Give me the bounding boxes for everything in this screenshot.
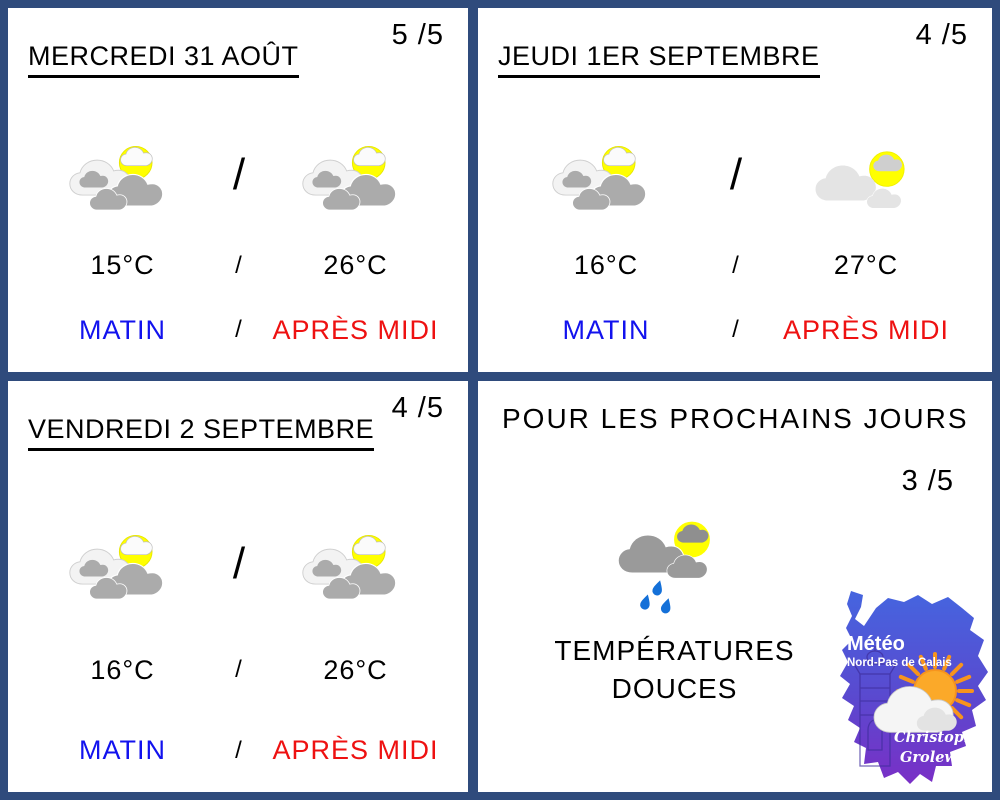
slash-separator: /: [235, 316, 243, 344]
afternoon-label: APRÈS MIDI: [272, 735, 439, 765]
slash-separator: /: [232, 150, 246, 200]
slash-separator: /: [729, 150, 743, 200]
forecast-grid: MERCREDI 31 AOÛT 5 /5 / 15°C / 26°C MATI…: [8, 8, 992, 792]
outlook-text-line2: DOUCES: [611, 672, 738, 704]
icon-row: /: [28, 134, 450, 216]
forecast-card-thursday: JEUDI 1ER SEPTEMBRE 4 /5 / 16°C / 27°C M…: [478, 8, 992, 372]
slash-separator: /: [235, 251, 243, 279]
confidence-score: 3 /5: [901, 465, 954, 498]
sun-behind-clouds-icon: [64, 136, 182, 214]
afternoon-temp: 26°C: [323, 654, 388, 685]
temperature-row: 16°C / 26°C: [28, 655, 450, 686]
sun-behind-clouds-icon: [64, 525, 182, 603]
day-title: JEUDI 1ER SEPTEMBRE: [498, 42, 820, 79]
outlook-text-line1: TEMPÉRATURES: [554, 635, 795, 667]
sun-with-light-clouds-icon: [807, 136, 925, 214]
forecast-card-wednesday: MERCREDI 31 AOÛT 5 /5 / 15°C / 26°C MATI…: [8, 8, 468, 372]
confidence-score: 4 /5: [915, 19, 968, 51]
morning-temp: 15°C: [90, 250, 155, 281]
morning-label: MATIN: [79, 735, 166, 765]
morning-label: MATIN: [562, 314, 650, 345]
afternoon-temp: 26°C: [323, 250, 388, 281]
afternoon-label: APRÈS MIDI: [272, 314, 439, 345]
icon-row: /: [498, 134, 974, 216]
outlook-card: POUR LES PROCHAINS JOURS 3 /5 TEMPÉRATUR…: [478, 381, 992, 792]
outlook-title: POUR LES PROCHAINS JOURS: [502, 403, 969, 434]
day-title: VENDREDI 2 SEPTEMBRE: [28, 415, 375, 452]
icon-row: /: [28, 523, 450, 605]
period-label-row: MATIN / APRÈS MIDI: [498, 315, 974, 346]
slash-separator: /: [235, 736, 243, 764]
morning-temp: 16°C: [90, 654, 155, 685]
forecast-card-friday: VENDREDI 2 SEPTEMBRE 4 /5 / 16°C / 26°C …: [8, 381, 468, 792]
afternoon-temp: 27°C: [833, 250, 899, 281]
card-header: MERCREDI 31 AOÛT 5 /5: [28, 19, 450, 101]
slash-separator: /: [732, 251, 740, 279]
region-map: Météo Nord-Pas de Calais Christopher Gro…: [840, 591, 990, 784]
slash-separator: /: [232, 539, 246, 588]
slash-separator: /: [235, 656, 243, 683]
confidence-score: 4 /5: [391, 392, 444, 424]
morning-label: MATIN: [79, 314, 166, 345]
outlook-text: TEMPÉRATURES DOUCES: [554, 632, 794, 708]
period-label-row: MATIN / APRÈS MIDI: [28, 315, 450, 346]
temperature-row: 16°C / 27°C: [498, 250, 974, 281]
logo-author-first-name: Christopher: [894, 729, 990, 746]
confidence-score: 5 /5: [391, 19, 444, 51]
logo-title: Météo: [847, 633, 905, 655]
card-header: JEUDI 1ER SEPTEMBRE 4 /5: [498, 19, 974, 101]
card-header: VENDREDI 2 SEPTEMBRE 4 /5: [28, 392, 450, 474]
day-title: MERCREDI 31 AOÛT: [28, 42, 299, 79]
morning-temp: 16°C: [573, 250, 639, 281]
temperature-row: 15°C / 26°C: [28, 250, 450, 281]
logo-author-last-name: Grolewski: [900, 749, 981, 766]
logo-region: Nord-Pas de Calais: [847, 657, 952, 669]
outlook-main: TEMPÉRATURES DOUCES: [502, 512, 847, 708]
sun-behind-clouds-icon: [297, 525, 415, 603]
sun-behind-clouds-icon: [297, 136, 415, 214]
meteo-logo: Météo Nord-Pas de Calais Christopher Gro…: [818, 588, 990, 790]
sun-rain-shower-icon: [609, 512, 741, 616]
period-label-row: MATIN / APRÈS MIDI: [28, 735, 450, 766]
afternoon-label: APRÈS MIDI: [782, 314, 950, 345]
slash-separator: /: [732, 316, 740, 344]
sun-behind-clouds-icon: [547, 136, 665, 214]
